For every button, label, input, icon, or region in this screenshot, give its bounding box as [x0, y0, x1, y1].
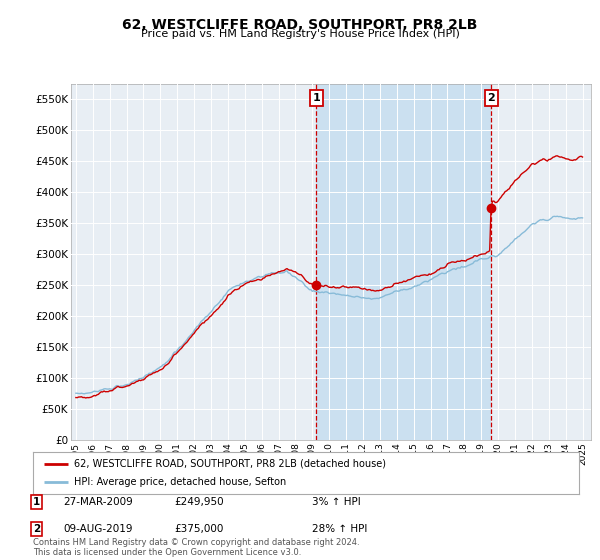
- Text: £249,950: £249,950: [174, 497, 224, 507]
- Text: 1: 1: [313, 93, 320, 103]
- Text: 27-MAR-2009: 27-MAR-2009: [63, 497, 133, 507]
- Text: 62, WESTCLIFFE ROAD, SOUTHPORT, PR8 2LB (detached house): 62, WESTCLIFFE ROAD, SOUTHPORT, PR8 2LB …: [74, 459, 386, 469]
- Text: 1: 1: [33, 497, 40, 507]
- Text: Price paid vs. HM Land Registry's House Price Index (HPI): Price paid vs. HM Land Registry's House …: [140, 29, 460, 39]
- Text: 3% ↑ HPI: 3% ↑ HPI: [312, 497, 361, 507]
- Text: 28% ↑ HPI: 28% ↑ HPI: [312, 524, 367, 534]
- Text: 09-AUG-2019: 09-AUG-2019: [63, 524, 133, 534]
- Text: 62, WESTCLIFFE ROAD, SOUTHPORT, PR8 2LB: 62, WESTCLIFFE ROAD, SOUTHPORT, PR8 2LB: [122, 18, 478, 32]
- Text: £375,000: £375,000: [174, 524, 223, 534]
- Bar: [316, 84, 491, 440]
- Text: 2: 2: [487, 93, 495, 103]
- Text: 2: 2: [33, 524, 40, 534]
- Text: Contains HM Land Registry data © Crown copyright and database right 2024.
This d: Contains HM Land Registry data © Crown c…: [33, 538, 359, 557]
- Text: HPI: Average price, detached house, Sefton: HPI: Average price, detached house, Seft…: [74, 477, 286, 487]
